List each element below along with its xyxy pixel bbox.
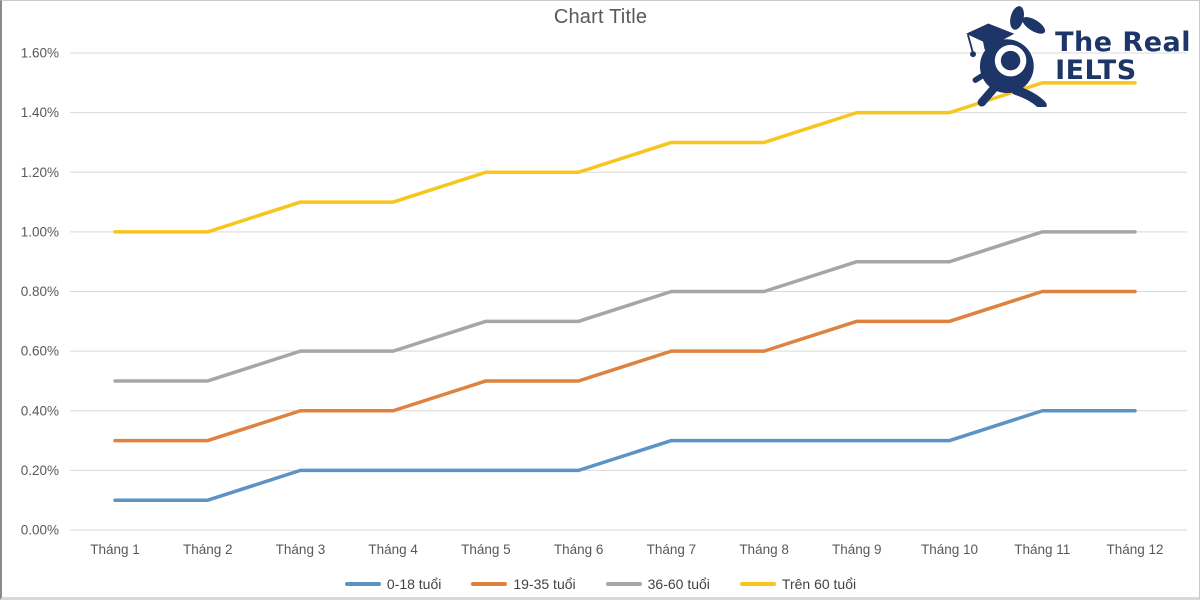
x-tick-label: Tháng 6	[554, 542, 604, 557]
y-tick-label: 0.40%	[21, 403, 59, 418]
legend-swatch	[471, 582, 508, 586]
legend-item: 36-60 tuổi	[605, 576, 710, 592]
y-tick-label: 1.40%	[21, 105, 59, 120]
chart-legend: 0-18 tuổi 19-35 tuổi 36-60 tuổi Trên 60 tuổ…	[2, 576, 1199, 592]
series-line	[113, 230, 1137, 383]
legend-label: Trên 60 tuổi	[781, 576, 857, 592]
legend-label: 19-35 tuổi	[513, 576, 576, 592]
series-line	[113, 289, 1137, 443]
y-tick-label: 0.20%	[21, 463, 59, 478]
x-tick-label: Tháng 10	[921, 542, 978, 557]
y-tick-label: 1.20%	[21, 165, 59, 180]
mascot-graduation-cap-icon	[966, 6, 1047, 107]
y-tick-label: 0.00%	[21, 523, 59, 538]
x-tick-label: Tháng 4	[368, 542, 418, 557]
legend-item: 0-18 tuổi	[344, 576, 442, 592]
legend-item: Trên 60 tuổi	[739, 576, 857, 592]
series-line	[113, 81, 1137, 234]
legend-swatch	[344, 582, 381, 586]
logo-text-line1: The Real	[1055, 27, 1191, 58]
legend-label: 36-60 tuổi	[647, 576, 710, 592]
x-tick-label: Tháng 5	[461, 542, 511, 557]
x-tick-label: Tháng 1	[90, 542, 140, 557]
x-tick-label: Tháng 11	[1014, 542, 1070, 557]
x-tick-label: Tháng 12	[1106, 542, 1163, 557]
x-tick-label: Tháng 8	[739, 542, 789, 557]
x-tick-label: Tháng 3	[276, 542, 326, 557]
y-tick-label: 1.60%	[21, 46, 59, 61]
brand-logo: The Real IELTS	[957, 5, 1191, 107]
y-tick-label: 0.80%	[21, 284, 59, 299]
x-tick-label: Tháng 2	[183, 542, 233, 557]
y-tick-label: 0.60%	[21, 344, 59, 359]
legend-item: 19-35 tuổi	[471, 576, 576, 592]
chart-title: Chart Title	[553, 6, 648, 28]
series-line	[113, 409, 1137, 502]
legend-swatch	[739, 582, 776, 586]
legend-swatch	[605, 582, 642, 586]
x-tick-label: Tháng 7	[647, 542, 697, 557]
x-tick-label: Tháng 9	[832, 542, 882, 557]
y-tick-label: 1.00%	[21, 224, 59, 239]
logo-text-line2: IELTS	[1055, 55, 1137, 87]
legend-label: 0-18 tuổi	[386, 576, 442, 592]
